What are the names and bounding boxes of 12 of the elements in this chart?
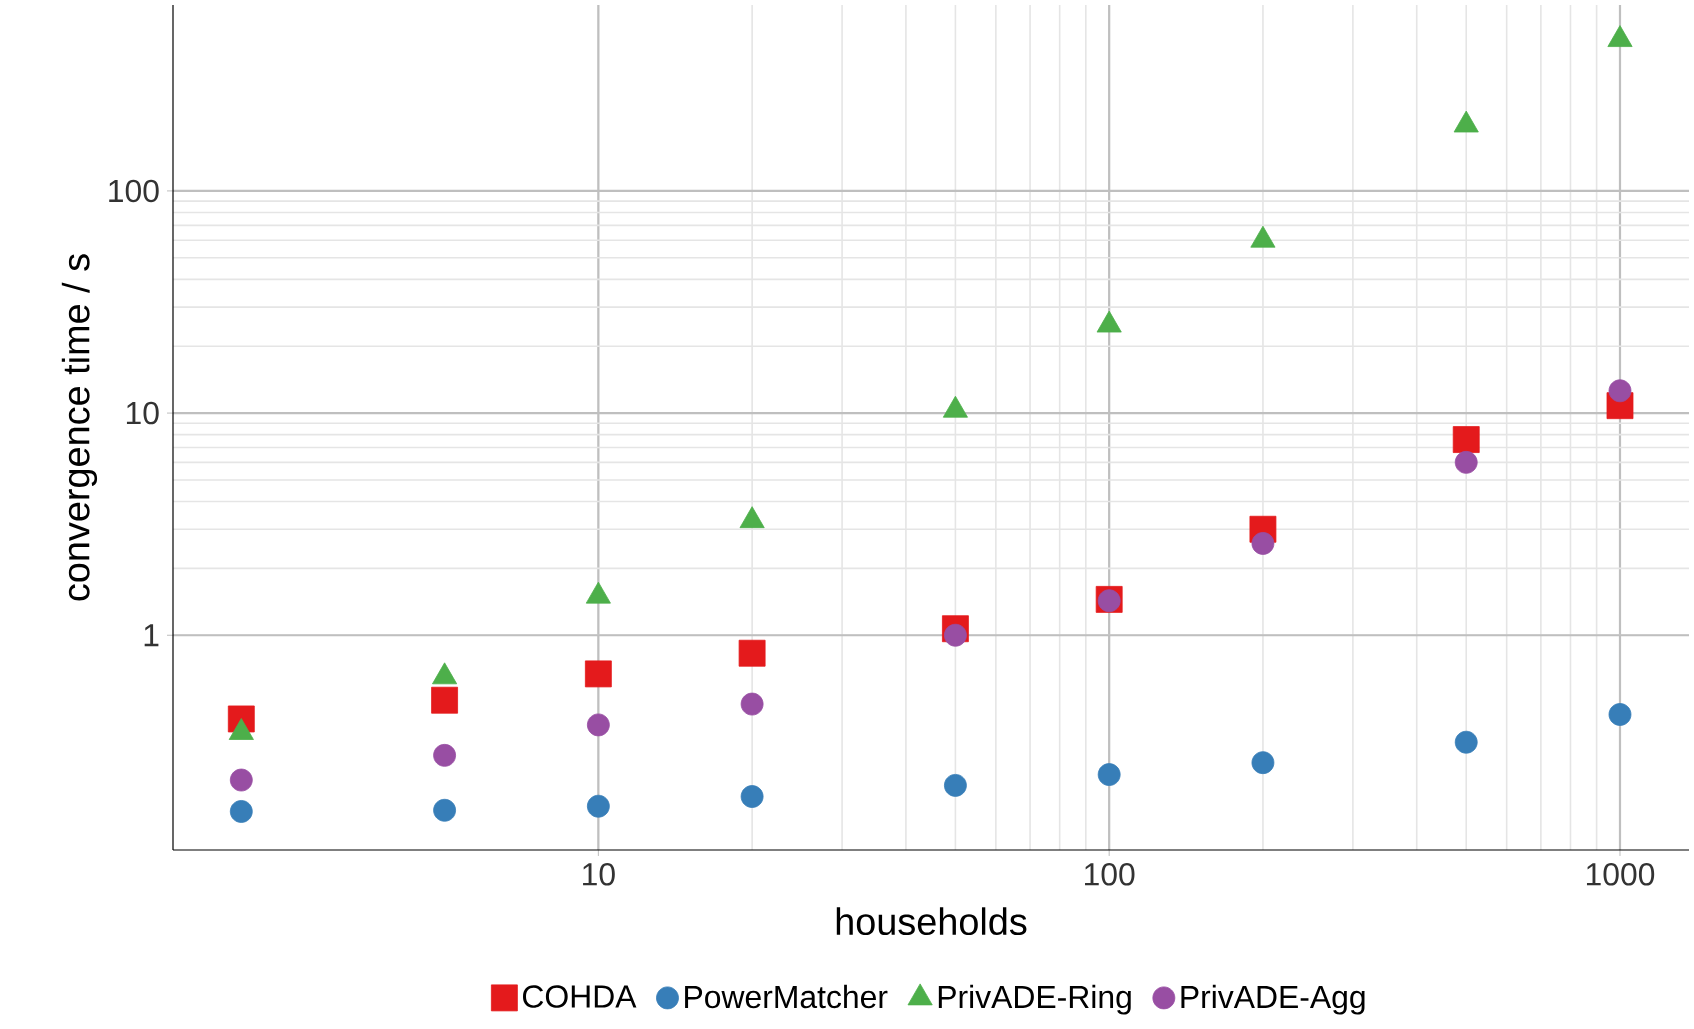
y-tick-label: 1 <box>144 624 159 647</box>
legend-label: COHDA <box>523 985 637 1008</box>
y-tick-label: 100 <box>109 179 159 203</box>
x-tick-label: 1000 <box>1586 863 1655 886</box>
x-tick-label: 100 <box>1085 863 1135 886</box>
y-tick-label: 10 <box>126 401 159 425</box>
x-axis-title: households <box>836 907 1027 936</box>
y-axis-title: convergence time / s <box>61 254 98 601</box>
legend-label: PrivADE-Ring <box>938 984 1131 1015</box>
x-tick-label: 10 <box>583 863 615 886</box>
legend-label: PrivADE-Agg <box>1181 984 1365 1015</box>
legend-label: PowerMatcher <box>685 984 888 1009</box>
